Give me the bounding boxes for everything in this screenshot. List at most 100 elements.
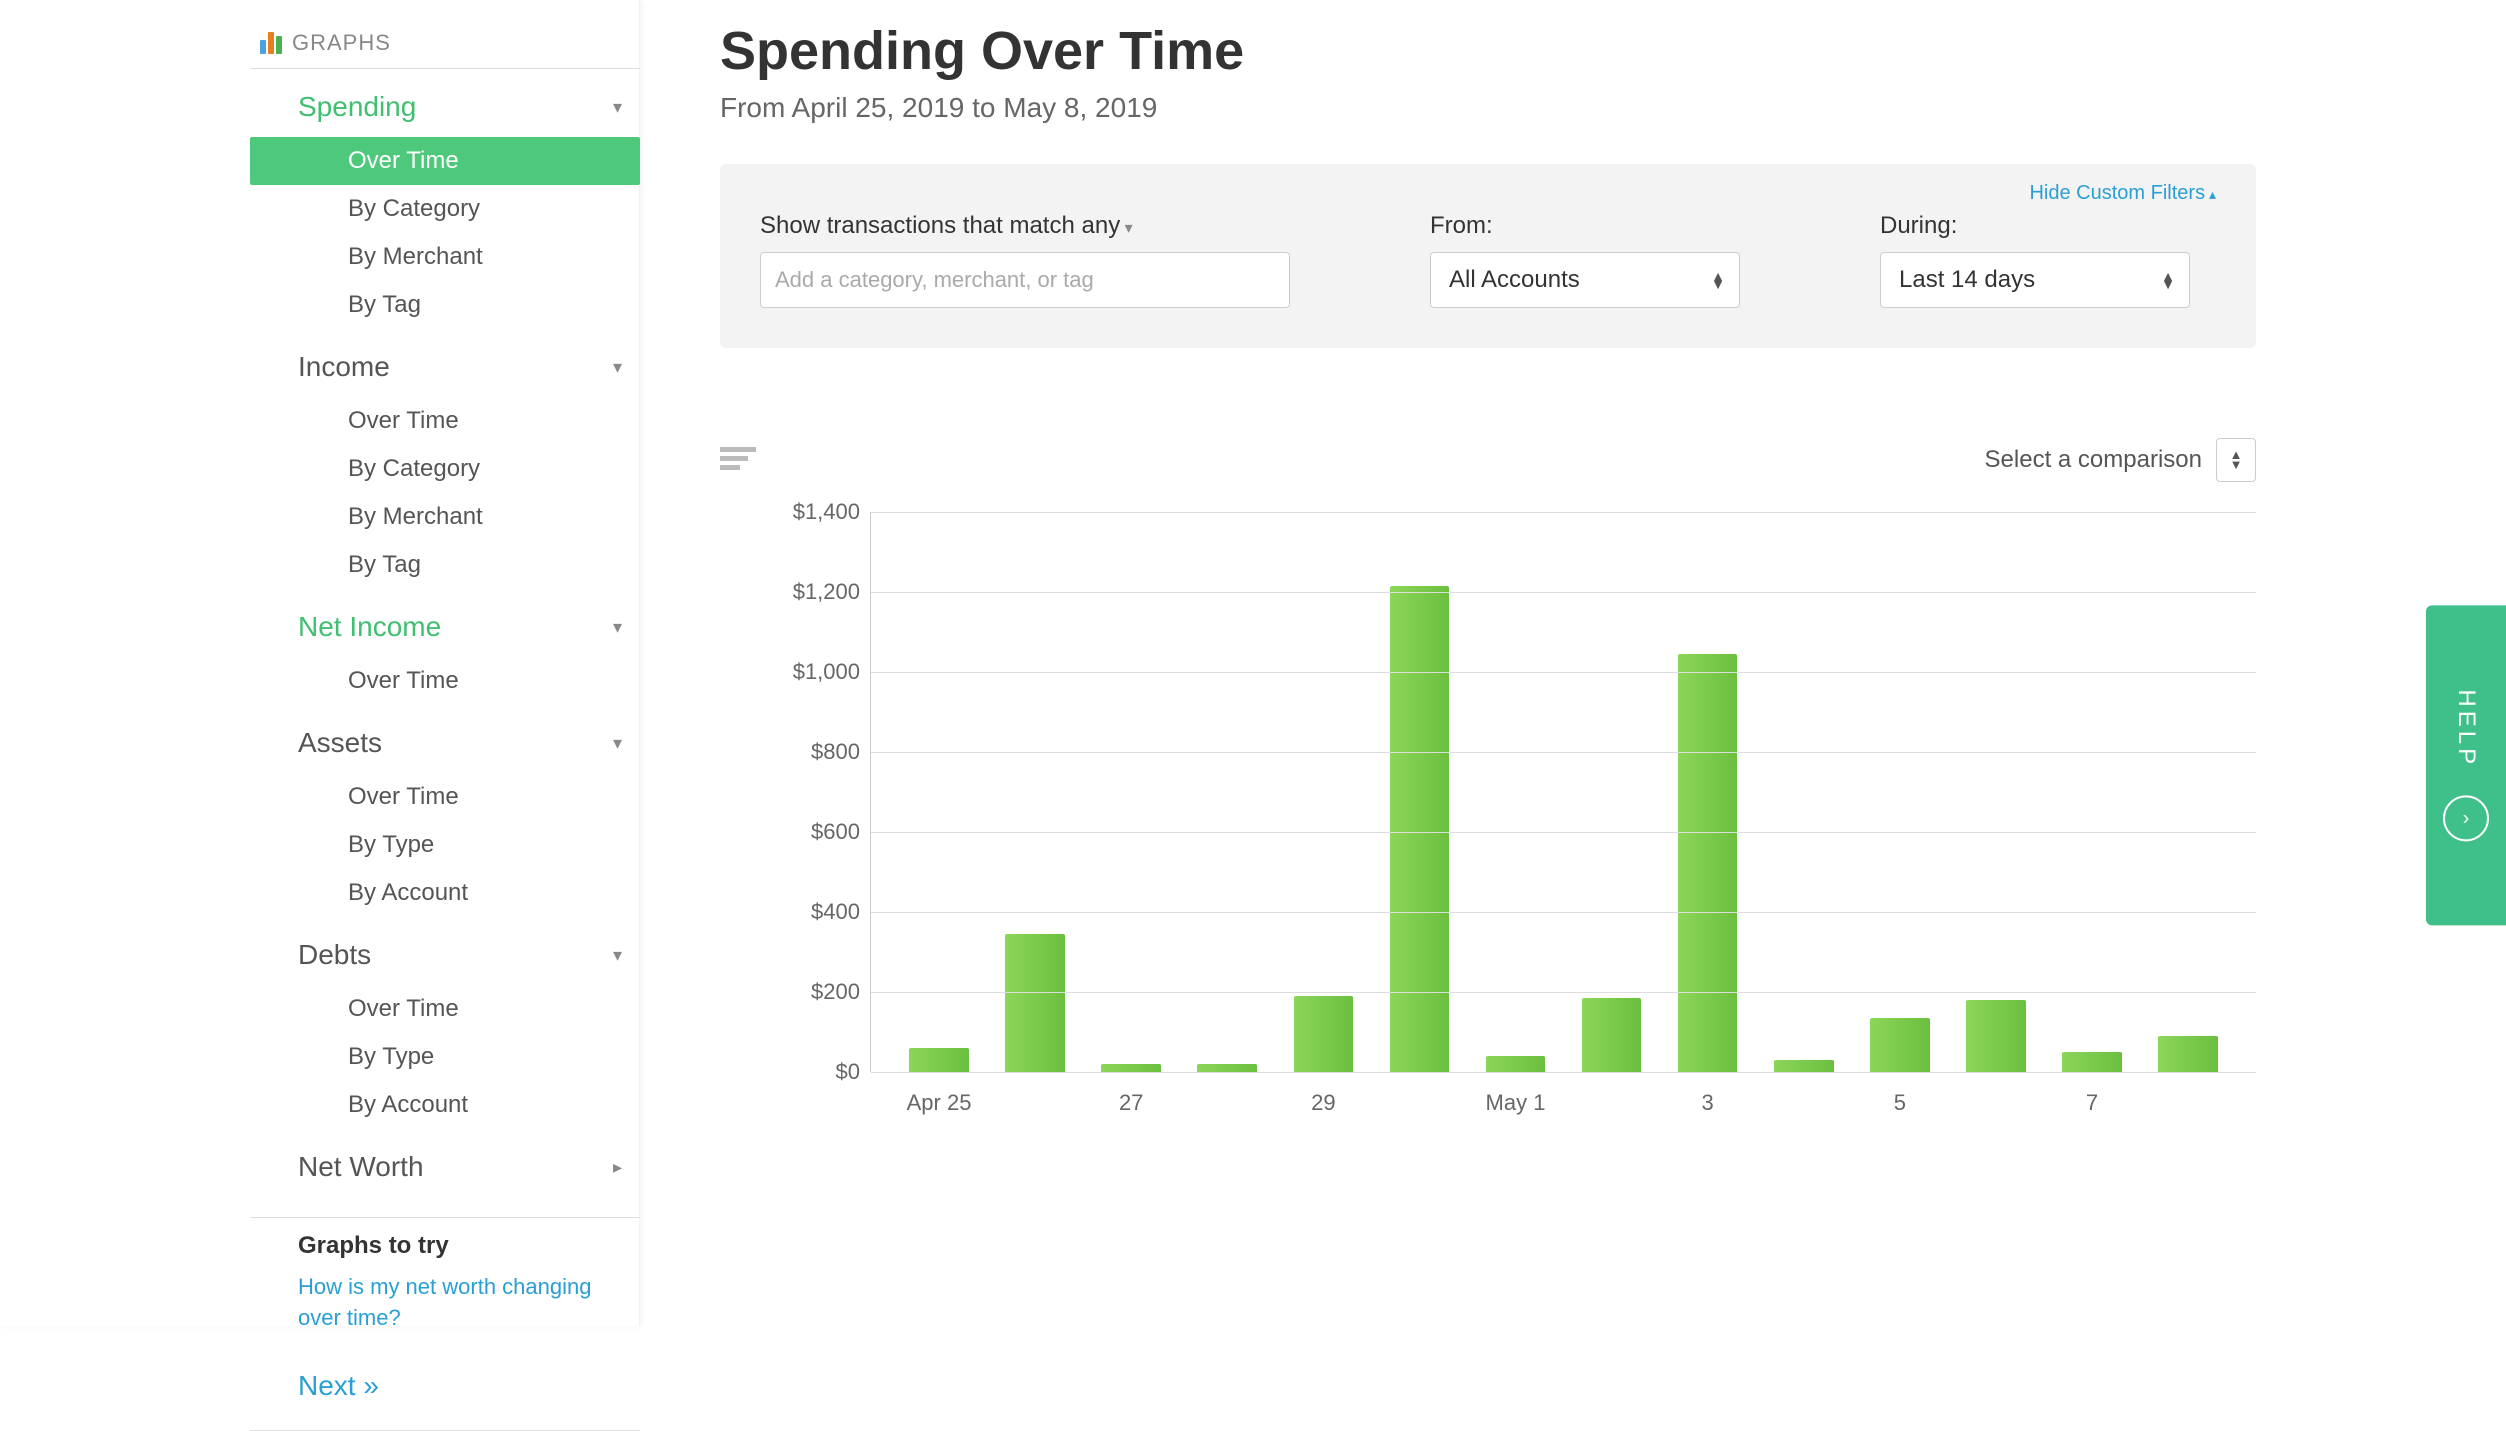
compare-select-button[interactable]: ▲▼ <box>2216 438 2256 482</box>
nav-group-debts[interactable]: Debts ▾ <box>250 925 640 985</box>
grid-line <box>871 992 2256 993</box>
y-axis-label: $800 <box>720 739 860 765</box>
y-axis-label: $400 <box>720 899 860 925</box>
chevron-down-icon: ▾ <box>613 357 622 378</box>
page-subtitle: From April 25, 2019 to May 8, 2019 <box>720 92 2256 124</box>
from-account-value: All Accounts <box>1449 266 1580 294</box>
nav-group-label: Assets <box>298 727 382 759</box>
chart-bar[interactable] <box>1197 1064 1257 1072</box>
bar-slot <box>1179 512 1275 1072</box>
bar-slot <box>987 512 1083 1072</box>
page-title: Spending Over Time <box>720 20 2256 82</box>
chart-bar[interactable] <box>1582 998 1642 1072</box>
during-filter-label: During: <box>1880 212 2190 240</box>
grid-line <box>871 752 2256 753</box>
chart-bar[interactable] <box>909 1048 969 1072</box>
nav-item-over-time[interactable]: Over Time <box>250 773 640 821</box>
chart-bar[interactable] <box>1390 586 1450 1072</box>
nav-item-over-time[interactable]: Over Time <box>250 985 640 1033</box>
grid-line <box>871 832 2256 833</box>
nav-item-over-time[interactable]: Over Time <box>250 657 640 705</box>
hide-filters-link[interactable]: Hide Custom Filters <box>2029 182 2216 205</box>
nav-item-by-account[interactable]: By Account <box>250 869 640 917</box>
sidebar-section-title: GRAPHS <box>292 30 391 56</box>
sidebar: GRAPHS Spending▾Over TimeBy CategoryBy M… <box>0 0 640 1326</box>
divider <box>250 1217 640 1218</box>
nav-item-by-tag[interactable]: By Tag <box>250 541 640 589</box>
help-tab[interactable]: HELP › <box>2426 605 2506 925</box>
chart-bar[interactable] <box>1005 934 1065 1072</box>
grid-line <box>871 912 2256 913</box>
chart-bar[interactable] <box>1774 1060 1834 1072</box>
during-range-select[interactable]: Last 14 days ▲▼ <box>1880 252 2190 308</box>
chart-toolbar: Select a comparison ▲▼ <box>720 438 2256 482</box>
bar-slot <box>1564 512 1660 1072</box>
spending-chart: $0$200$400$600$800$1,000$1,200$1,400 Apr… <box>720 512 2256 1132</box>
sidebar-section-header: GRAPHS <box>250 30 640 69</box>
from-account-select[interactable]: All Accounts ▲▼ <box>1430 252 1740 308</box>
chart-bar[interactable] <box>2062 1052 2122 1072</box>
filter-panel: Hide Custom Filters Show transactions th… <box>720 164 2256 348</box>
bar-slot: 3 <box>1660 512 1756 1072</box>
nav-group-label: Spending <box>298 91 416 123</box>
graphs-icon <box>260 32 282 54</box>
nav-group-assets[interactable]: Assets ▾ <box>250 713 640 773</box>
graphs-to-try-link[interactable]: How is my net worth changing over time? <box>250 1260 640 1334</box>
nav-group-label: Net Worth <box>298 1151 424 1183</box>
nav-item-over-time[interactable]: Over Time <box>250 137 640 185</box>
chart-legend-icon[interactable] <box>720 447 756 474</box>
next-link[interactable]: Next » <box>250 1334 640 1402</box>
nav-group-income[interactable]: Income ▾ <box>250 337 640 397</box>
chevron-down-icon: ▾ <box>613 733 622 754</box>
chart-bar[interactable] <box>2158 1036 2218 1072</box>
bar-slot: 27 <box>1083 512 1179 1072</box>
chart-bar[interactable] <box>1294 996 1354 1072</box>
nav-group-label: Income <box>298 351 390 383</box>
y-axis-label: $1,200 <box>720 579 860 605</box>
chevron-down-icon: ▾ <box>613 617 622 638</box>
select-chevron-icon: ▲▼ <box>2161 272 2175 288</box>
bar-slot: 7 <box>2044 512 2140 1072</box>
nav-item-by-tag[interactable]: By Tag <box>250 281 640 329</box>
nav-group-spending[interactable]: Spending ▾ <box>250 77 640 137</box>
match-filter-label: Show transactions that match any <box>760 212 1290 240</box>
nav-item-by-merchant[interactable]: By Merchant <box>250 493 640 541</box>
main-content: Spending Over Time From April 25, 2019 t… <box>640 0 2506 1326</box>
nav-item-by-category[interactable]: By Category <box>250 445 640 493</box>
chart-bar[interactable] <box>1870 1018 1930 1072</box>
help-label: HELP <box>2452 689 2480 768</box>
bar-slot <box>2140 512 2236 1072</box>
graphs-to-try-title: Graphs to try <box>250 1232 640 1260</box>
x-axis-label: 29 <box>1311 1090 1335 1116</box>
chevron-down-icon: ▾ <box>613 97 622 118</box>
x-axis-label: 7 <box>2086 1090 2098 1116</box>
nav-group-net-worth[interactable]: Net Worth ▸ <box>250 1137 640 1197</box>
x-axis-label: 5 <box>1894 1090 1906 1116</box>
match-filter-input[interactable] <box>760 252 1290 308</box>
chart-bar[interactable] <box>1486 1056 1546 1072</box>
nav-item-by-account[interactable]: By Account <box>250 1081 640 1129</box>
bar-slot <box>1756 512 1852 1072</box>
divider <box>250 1430 640 1431</box>
chart-bar[interactable] <box>1966 1000 2026 1072</box>
nav-group-net-income[interactable]: Net Income▾ <box>250 597 640 657</box>
chevron-down-icon: ▾ <box>613 945 622 966</box>
grid-line <box>871 512 2256 513</box>
y-axis-label: $1,000 <box>720 659 860 685</box>
nav-item-over-time[interactable]: Over Time <box>250 397 640 445</box>
chart-bar[interactable] <box>1678 654 1738 1072</box>
chevron-down-icon: ▸ <box>613 1157 622 1178</box>
nav-item-by-category[interactable]: By Category <box>250 185 640 233</box>
x-axis-label: Apr 25 <box>907 1090 972 1116</box>
nav-group-label: Debts <box>298 939 371 971</box>
match-mode-dropdown[interactable]: any <box>1082 212 1133 239</box>
y-axis-label: $1,400 <box>720 499 860 525</box>
nav-item-by-merchant[interactable]: By Merchant <box>250 233 640 281</box>
select-chevron-icon: ▲▼ <box>1711 272 1725 288</box>
nav-item-by-type[interactable]: By Type <box>250 1033 640 1081</box>
nav-item-by-type[interactable]: By Type <box>250 821 640 869</box>
chart-bar[interactable] <box>1101 1064 1161 1072</box>
from-filter-label: From: <box>1430 212 1740 240</box>
x-axis-label: 27 <box>1119 1090 1143 1116</box>
y-axis-label: $200 <box>720 979 860 1005</box>
